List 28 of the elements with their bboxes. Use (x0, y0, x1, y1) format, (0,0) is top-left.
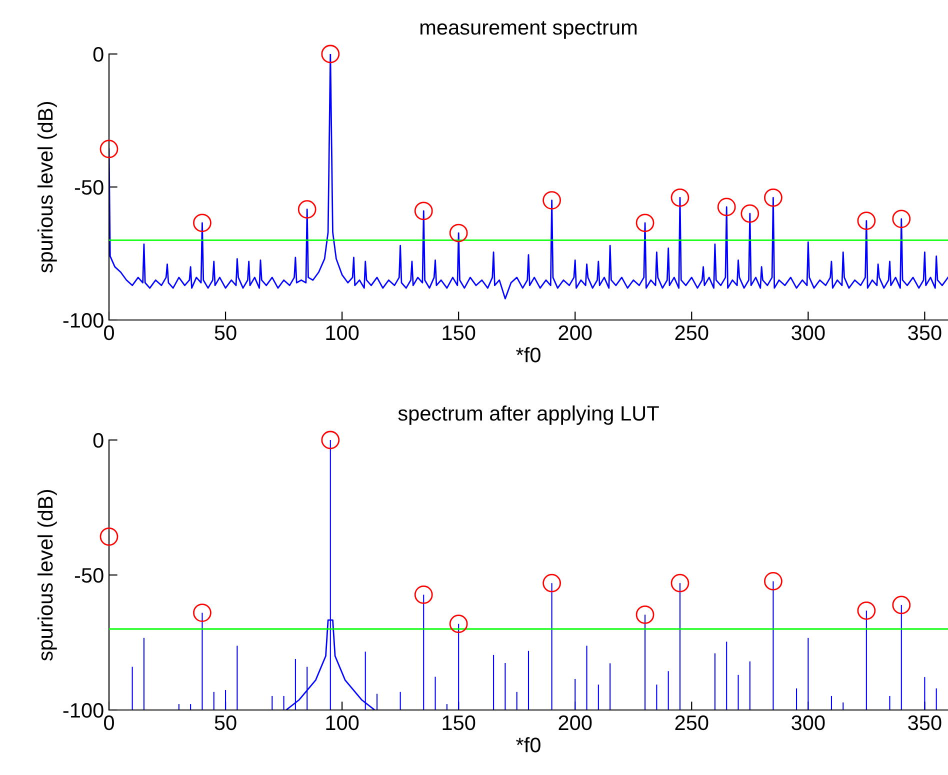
x-axis-title: *f0 (516, 347, 540, 362)
x-tick-label: 250 (675, 325, 708, 340)
x-tick-label: 0 (104, 715, 114, 730)
y-axis-title: spurious level (dB) (37, 490, 57, 661)
y-axis-title: spurious level (dB) (37, 102, 57, 273)
chart-title: spectrum after applying LUT (398, 405, 659, 425)
x-tick-label: 300 (792, 325, 825, 340)
x-tick-label: 200 (558, 325, 592, 340)
y-tick-label: 0 (93, 433, 104, 448)
x-tick-label: 200 (558, 715, 592, 730)
x-tick-label: 350 (908, 715, 942, 730)
x-tick-label: 150 (442, 325, 476, 340)
x-tick-label: 50 (214, 325, 236, 340)
x-tick-label: 100 (326, 715, 359, 730)
x-tick-label: 350 (908, 325, 942, 340)
y-tick-label: -50 (74, 568, 104, 583)
x-tick-label: 250 (675, 715, 708, 730)
x-tick-label: 100 (326, 325, 359, 340)
y-tick-label: 0 (93, 47, 104, 62)
x-tick-label: 150 (442, 715, 476, 730)
x-tick-label: 50 (214, 715, 236, 730)
y-tick-label: -100 (63, 313, 104, 328)
y-tick-label: -50 (74, 180, 104, 195)
chart-title: measurement spectrum (420, 21, 637, 39)
y-tick-label: -100 (63, 703, 104, 718)
x-tick-label: 300 (792, 715, 825, 730)
x-tick-label: 0 (104, 325, 114, 340)
x-axis-title: *f0 (516, 737, 540, 752)
